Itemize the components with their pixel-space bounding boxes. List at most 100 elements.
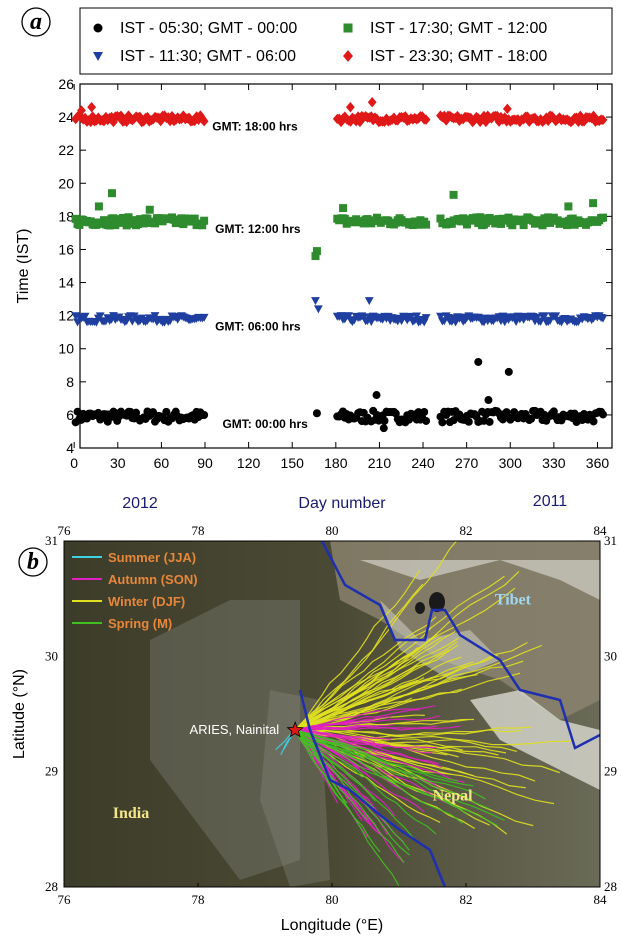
data-point — [372, 391, 381, 400]
trajectory-line — [294, 654, 499, 731]
data-point — [124, 110, 133, 121]
data-point — [484, 396, 493, 405]
map-y-tick-label-left: 31 — [45, 533, 58, 548]
legend-box — [79, 7, 613, 75]
data-point — [192, 111, 201, 122]
year-label-right: 2011 — [533, 493, 568, 510]
trajectory-line — [294, 637, 459, 731]
series-square — [71, 189, 607, 261]
data-point — [422, 416, 431, 425]
lake — [429, 592, 445, 612]
data-point — [339, 204, 348, 213]
trajectory-line — [294, 729, 423, 846]
y-tick-label: 12 — [58, 308, 74, 324]
trajectory-line — [295, 672, 521, 731]
mountain-region — [330, 541, 600, 720]
data-point — [527, 414, 536, 423]
border-nepal — [298, 689, 447, 887]
map-y-tick-label-left: 29 — [45, 764, 58, 779]
x-tick-label: 270 — [455, 455, 479, 471]
data-point — [179, 220, 188, 229]
x-tick-label: 90 — [197, 455, 213, 471]
data-point — [364, 297, 374, 306]
legend-marker — [93, 23, 103, 33]
data-point — [579, 116, 589, 127]
data-point — [589, 417, 598, 426]
data-point — [198, 221, 207, 230]
data-point — [133, 220, 142, 229]
y-tick-label: 10 — [58, 341, 74, 357]
trajectory-line — [294, 729, 490, 810]
trajectory-line — [294, 729, 381, 853]
panel-b-letter: b — [27, 549, 39, 575]
trajectory-line — [294, 644, 459, 731]
data-point — [145, 205, 154, 214]
y-tick-label: 4 — [66, 440, 74, 456]
data-point — [568, 214, 577, 223]
trajectory-line — [294, 729, 400, 886]
trajectory-line — [294, 569, 421, 731]
x-tick-label: 30 — [110, 455, 126, 471]
data-point — [99, 115, 109, 127]
data-point — [462, 220, 471, 229]
lake — [415, 602, 425, 614]
data-point — [336, 116, 346, 128]
panel-a-letter: a — [30, 9, 42, 35]
data-point — [474, 357, 483, 366]
map-x-tick-label-top: 84 — [594, 523, 608, 538]
scatter-points — [71, 97, 608, 433]
trajectory-line — [295, 705, 436, 731]
x-tick-label: 330 — [542, 455, 566, 471]
map-x-tick-label-bottom: 84 — [594, 892, 608, 907]
data-point — [87, 101, 97, 113]
data-point — [504, 367, 513, 376]
trajectory-line — [295, 724, 461, 731]
origin-label: ARIES, Nainital — [190, 722, 280, 737]
border-tibet — [320, 541, 600, 750]
snow-region — [470, 690, 600, 790]
data-point — [519, 221, 528, 230]
map-x-tick-label-bottom: 76 — [58, 892, 72, 907]
data-point — [195, 110, 205, 121]
trajectory-line — [295, 729, 437, 749]
x-tick-label: 120 — [237, 455, 261, 471]
x-axis-label: Day number — [298, 495, 386, 512]
trajectory-line — [294, 646, 421, 731]
data-point — [99, 216, 108, 225]
data-point — [436, 312, 445, 321]
data-point — [135, 111, 145, 123]
y-tick-label: 22 — [58, 142, 74, 158]
data-point — [122, 116, 132, 127]
data-point — [538, 221, 547, 230]
data-point — [344, 312, 354, 321]
data-point — [421, 114, 431, 125]
data-point — [551, 312, 561, 321]
data-point — [598, 410, 607, 419]
y-tick-label: 24 — [58, 109, 74, 125]
map-x-tick-label-bottom: 82 — [460, 892, 473, 907]
data-point — [379, 424, 388, 433]
trajectory-line — [295, 729, 373, 751]
trajectory-line — [294, 570, 520, 731]
data-point — [139, 219, 148, 228]
data-point — [178, 110, 188, 121]
data-point — [530, 112, 540, 124]
trajectory-line — [294, 729, 410, 856]
data-point — [420, 407, 429, 416]
legend-label: IST - 23:30; GMT - 18:00 — [370, 48, 547, 65]
trajectory-line — [294, 641, 528, 731]
origin-star-icon — [286, 720, 304, 738]
data-point — [199, 116, 209, 127]
map-y-tick-label-right: 29 — [604, 764, 617, 779]
data-point — [312, 409, 321, 418]
trajectory-line — [294, 729, 437, 835]
year-label-left: 2012 — [122, 495, 158, 512]
snow-region — [360, 560, 600, 600]
data-point — [200, 216, 209, 225]
axes-ticks: 0 30 60 90 120 150 180 210 240 270 300 330 360 4 6 8 10 1… — [58, 76, 612, 471]
x-tick-label: 60 — [154, 455, 170, 471]
x-tick-label: 300 — [499, 455, 523, 471]
data-point — [199, 313, 209, 322]
